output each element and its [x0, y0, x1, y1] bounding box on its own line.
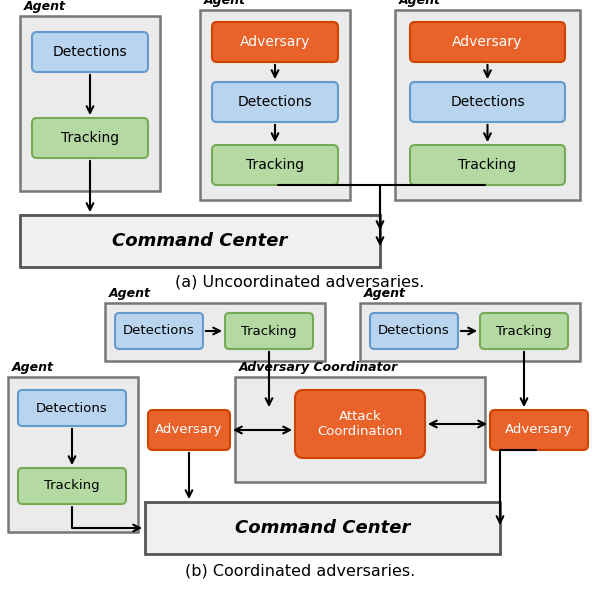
- Bar: [8, 377, 138, 532]
- Text: Detections: Detections: [36, 401, 108, 414]
- Text: Detections: Detections: [53, 45, 127, 59]
- Text: Agent: Agent: [24, 0, 66, 13]
- Text: Command Center: Command Center: [112, 232, 287, 250]
- FancyBboxPatch shape: [295, 390, 425, 458]
- Text: (b) Coordinated adversaries.: (b) Coordinated adversaries.: [185, 564, 415, 578]
- FancyBboxPatch shape: [18, 390, 126, 426]
- FancyBboxPatch shape: [148, 410, 230, 450]
- Text: Detections: Detections: [123, 324, 195, 337]
- Text: Adversary Coordinator: Adversary Coordinator: [239, 361, 398, 374]
- Text: Adversary: Adversary: [505, 423, 572, 436]
- Bar: [200, 10, 350, 200]
- Text: Detections: Detections: [238, 95, 313, 109]
- Bar: [105, 303, 325, 361]
- Bar: [145, 502, 500, 554]
- Text: Agent: Agent: [12, 361, 54, 374]
- FancyBboxPatch shape: [32, 32, 148, 72]
- FancyBboxPatch shape: [212, 22, 338, 62]
- Bar: [360, 303, 580, 361]
- Bar: [235, 377, 485, 482]
- FancyBboxPatch shape: [370, 313, 458, 349]
- Text: Agent: Agent: [109, 287, 151, 300]
- Text: Tracking: Tracking: [246, 158, 304, 172]
- Text: Adversary: Adversary: [155, 423, 223, 436]
- Text: (a) Uncoordinated adversaries.: (a) Uncoordinated adversaries.: [175, 275, 425, 289]
- Text: Agent: Agent: [399, 0, 441, 7]
- Bar: [20, 16, 160, 191]
- Text: Tracking: Tracking: [61, 131, 119, 145]
- Text: Detections: Detections: [450, 95, 525, 109]
- Bar: [395, 10, 580, 200]
- Text: Agent: Agent: [204, 0, 246, 7]
- FancyBboxPatch shape: [212, 145, 338, 185]
- Text: Tracking: Tracking: [241, 324, 297, 337]
- Text: Attack
Coordination: Attack Coordination: [317, 410, 403, 438]
- FancyBboxPatch shape: [490, 410, 588, 450]
- Text: Adversary: Adversary: [452, 35, 523, 49]
- Text: Detections: Detections: [378, 324, 450, 337]
- Text: Tracking: Tracking: [496, 324, 552, 337]
- FancyBboxPatch shape: [115, 313, 203, 349]
- Text: Adversary: Adversary: [240, 35, 310, 49]
- Text: Tracking: Tracking: [44, 480, 100, 493]
- FancyBboxPatch shape: [410, 82, 565, 122]
- FancyBboxPatch shape: [410, 145, 565, 185]
- Bar: [20, 215, 380, 267]
- Text: Command Center: Command Center: [235, 519, 410, 537]
- FancyBboxPatch shape: [32, 118, 148, 158]
- FancyBboxPatch shape: [410, 22, 565, 62]
- FancyBboxPatch shape: [18, 468, 126, 504]
- FancyBboxPatch shape: [225, 313, 313, 349]
- Text: Agent: Agent: [364, 287, 406, 300]
- Text: Tracking: Tracking: [458, 158, 517, 172]
- FancyBboxPatch shape: [212, 82, 338, 122]
- FancyBboxPatch shape: [480, 313, 568, 349]
